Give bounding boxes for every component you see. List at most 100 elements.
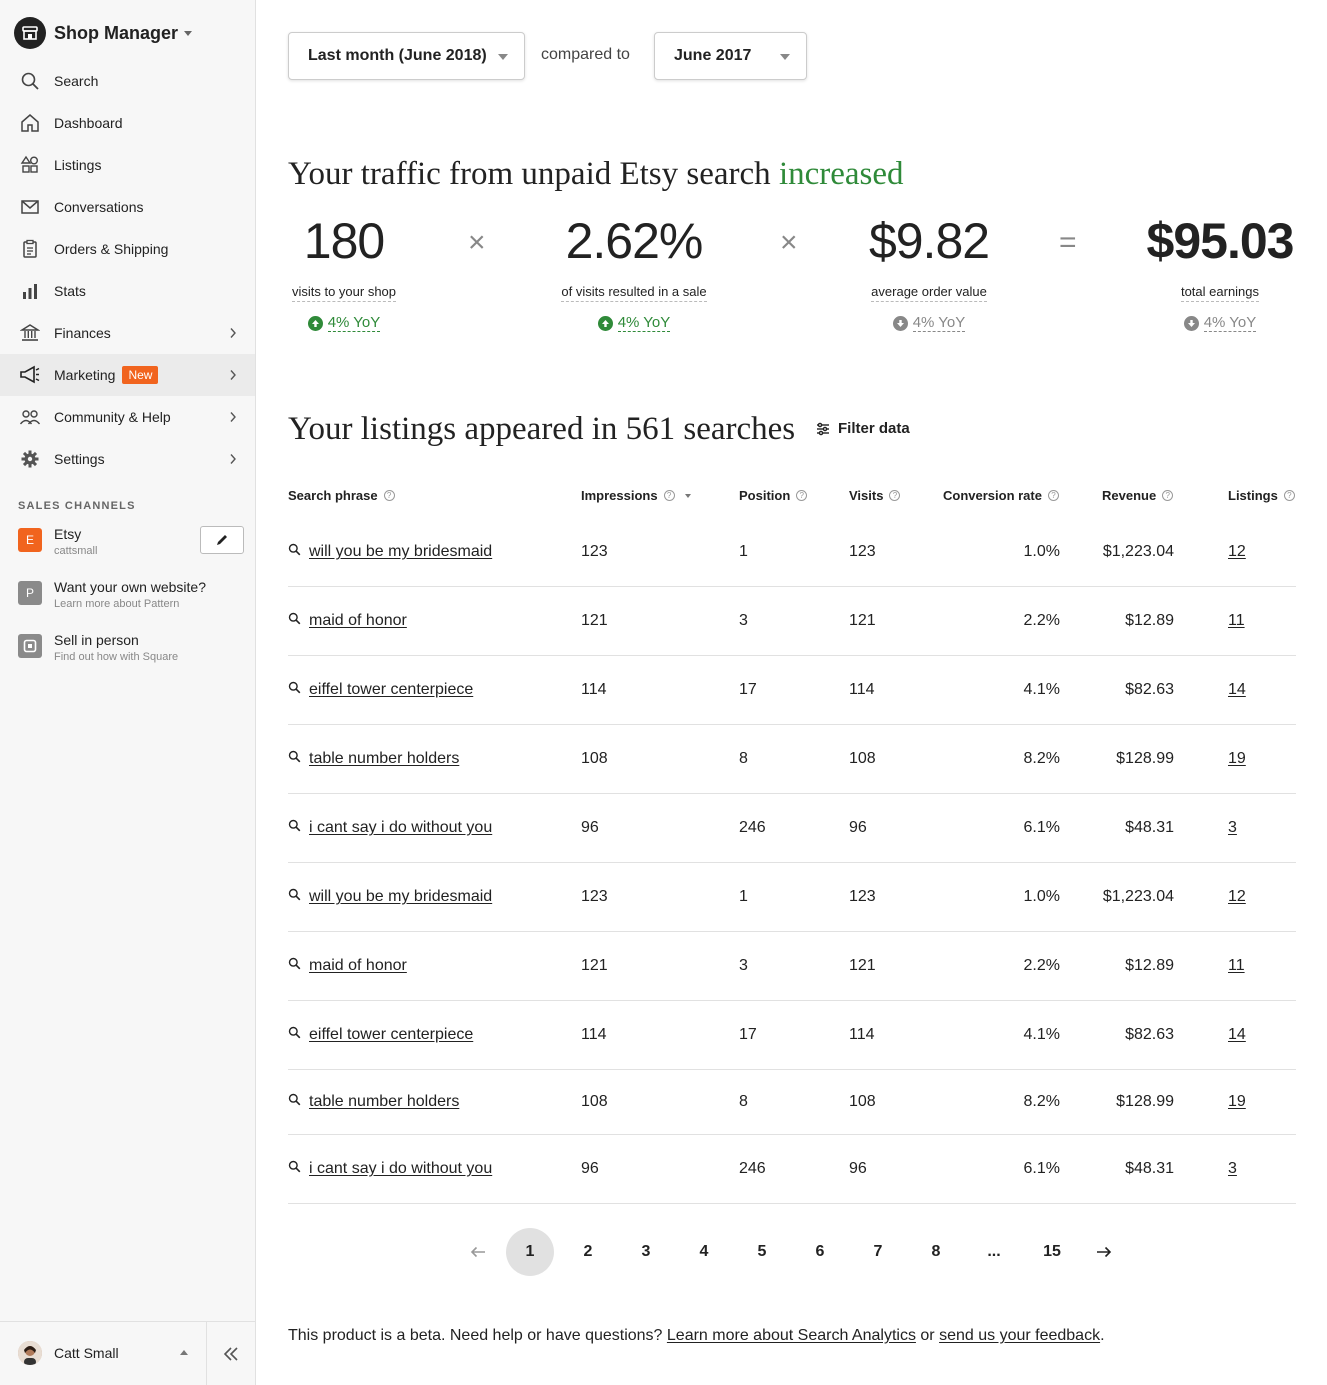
sidebar-item-label: Marketing xyxy=(54,367,116,383)
learn-more-link[interactable]: Learn more about Search Analytics xyxy=(666,1327,916,1344)
sidebar-item-dashboard[interactable]: Dashboard xyxy=(0,102,255,144)
channel-pattern[interactable]: P Want your own website? Learn more abou… xyxy=(18,579,244,610)
conversion-rate-cell: 1.0% xyxy=(1023,888,1060,905)
channel-subtitle: Find out how with Square xyxy=(54,651,179,663)
position-cell: 3 xyxy=(739,612,748,629)
metric-yoy[interactable]: 4% YoY xyxy=(307,314,381,332)
listings-count-link[interactable]: 3 xyxy=(1228,819,1237,836)
help-icon[interactable]: ? xyxy=(889,490,901,501)
chevron-right-icon xyxy=(229,326,237,342)
page-button[interactable]: 15 xyxy=(1043,1243,1061,1260)
search-phrase-link[interactable]: eiffel tower centerpiece xyxy=(309,1026,474,1043)
sidebar-item-marketing[interactable]: Marketing New xyxy=(0,354,255,396)
listings-count-link[interactable]: 11 xyxy=(1228,612,1245,629)
arrow-up-icon xyxy=(307,315,323,331)
sidebar-item-listings[interactable]: Listings xyxy=(0,144,255,186)
help-icon[interactable]: ? xyxy=(383,490,395,501)
edit-channel-button[interactable] xyxy=(200,526,244,554)
channel-etsy[interactable]: E Etsy cattsmall xyxy=(18,526,244,557)
listings-count-link[interactable]: 19 xyxy=(1228,1093,1246,1110)
listings-count-link[interactable]: 3 xyxy=(1228,1160,1237,1177)
listings-count-link[interactable]: 19 xyxy=(1228,750,1246,767)
page-button[interactable]: 7 xyxy=(873,1243,883,1260)
dropdown-caret-icon xyxy=(780,54,790,60)
metric-yoy[interactable]: 4% YoY xyxy=(597,314,671,332)
sidebar-item-finances[interactable]: Finances xyxy=(0,312,255,354)
column-header-listings[interactable]: Listings? xyxy=(1228,488,1295,503)
sidebar-item-search[interactable]: Search xyxy=(0,60,255,102)
search-phrase-link[interactable]: will you be my bridesmaid xyxy=(309,888,493,905)
compare-period-select[interactable]: June 2017 xyxy=(654,32,807,80)
metric-yoy[interactable]: 4% YoY xyxy=(892,314,966,332)
page-button[interactable]: 6 xyxy=(815,1243,825,1260)
sort-caret-icon[interactable] xyxy=(684,493,691,498)
metric-caption[interactable]: visits to your shop xyxy=(291,284,397,302)
yoy-value: 4% YoY xyxy=(912,314,966,332)
listings-count-link[interactable]: 12 xyxy=(1228,543,1246,560)
column-header-conversion-rate[interactable]: Conversion rate? xyxy=(943,488,1059,503)
page-button[interactable]: 5 xyxy=(757,1243,767,1260)
help-icon[interactable]: ? xyxy=(796,490,808,501)
page-button[interactable]: 2 xyxy=(583,1243,593,1260)
sidebar-item-community-help[interactable]: Community & Help xyxy=(0,396,255,438)
search-phrase-link[interactable]: table number holders xyxy=(309,1093,460,1110)
revenue-cell: $1,223.04 xyxy=(1102,543,1174,560)
sidebar-item-settings[interactable]: Settings xyxy=(0,438,255,480)
search-phrase-link[interactable]: maid of honor xyxy=(309,957,407,974)
revenue-cell: $128.99 xyxy=(1116,750,1174,767)
visits-cell: 121 xyxy=(849,612,876,629)
help-icon[interactable]: ? xyxy=(1283,490,1295,501)
column-header-revenue[interactable]: Revenue? xyxy=(1102,488,1174,503)
column-header-visits[interactable]: Visits? xyxy=(849,488,901,503)
filter-data-button[interactable]: Filter data xyxy=(816,420,910,437)
search-phrase-link[interactable]: maid of honor xyxy=(309,612,407,629)
impressions-cell: 121 xyxy=(581,612,608,629)
metric-yoy[interactable]: 4% YoY xyxy=(1183,314,1257,332)
listings-cell: 3 xyxy=(1228,794,1237,862)
listings-count-link[interactable]: 12 xyxy=(1228,888,1246,905)
sidebar-item-label: Search xyxy=(54,73,99,89)
search-phrase-link[interactable]: table number holders xyxy=(309,750,460,767)
etsy-badge-icon: E xyxy=(18,528,42,552)
listings-count-link[interactable]: 11 xyxy=(1228,957,1245,974)
metric-caption[interactable]: of visits resulted in a sale xyxy=(561,284,707,302)
search-icon xyxy=(288,681,301,699)
shop-manager-menu[interactable]: Shop Manager xyxy=(14,16,193,50)
traffic-trend-word: increased xyxy=(778,156,904,192)
listings-count-link[interactable]: 14 xyxy=(1228,1026,1246,1043)
page-button[interactable]: 1 xyxy=(506,1228,554,1276)
visits-cell: 123 xyxy=(849,543,876,560)
help-icon[interactable]: ? xyxy=(663,490,675,501)
search-phrase-link[interactable]: i cant say i do without you xyxy=(309,1160,493,1177)
next-page-button[interactable] xyxy=(1080,1228,1128,1276)
search-phrase-link[interactable]: i cant say i do without you xyxy=(309,819,493,836)
metric-value: $9.82 xyxy=(868,213,990,269)
help-icon[interactable]: ? xyxy=(1047,490,1059,501)
position-cell: 3 xyxy=(739,957,748,974)
column-header-impressions[interactable]: Impressions? xyxy=(581,488,691,503)
metric-value: 180 xyxy=(303,213,385,269)
previous-page-button[interactable] xyxy=(454,1228,502,1276)
position-cell: 246 xyxy=(739,819,766,836)
page-button[interactable]: 8 xyxy=(931,1243,941,1260)
period-select[interactable]: Last month (June 2018) xyxy=(288,32,525,80)
feedback-link[interactable]: send us your feedback xyxy=(939,1327,1101,1344)
page-button[interactable]: 4 xyxy=(699,1243,709,1260)
column-header-position[interactable]: Position? xyxy=(739,488,808,503)
metric-caption[interactable]: total earnings xyxy=(1180,284,1260,302)
sidebar-item-conversations[interactable]: Conversations xyxy=(0,186,255,228)
sidebar-item-stats[interactable]: Stats xyxy=(0,270,255,312)
search-phrase-link[interactable]: will you be my bridesmaid xyxy=(309,543,493,560)
help-icon[interactable]: ? xyxy=(1162,490,1174,501)
column-header-label: Visits xyxy=(849,488,884,503)
collapse-sidebar-button[interactable] xyxy=(206,1322,255,1385)
search-phrase-link[interactable]: eiffel tower centerpiece xyxy=(309,681,474,698)
column-header-search-phrase[interactable]: Search phrase? xyxy=(288,488,395,503)
metric-caption[interactable]: average order value xyxy=(871,284,987,302)
channel-square[interactable]: Sell in person Find out how with Square xyxy=(18,632,244,663)
user-menu[interactable]: Catt Small xyxy=(18,1341,198,1365)
sidebar-item-orders-shipping[interactable]: Orders & Shipping xyxy=(0,228,255,270)
page-button[interactable]: 3 xyxy=(641,1243,651,1260)
search-phrase-cell: i cant say i do without you xyxy=(288,1135,492,1203)
listings-count-link[interactable]: 14 xyxy=(1228,681,1246,698)
